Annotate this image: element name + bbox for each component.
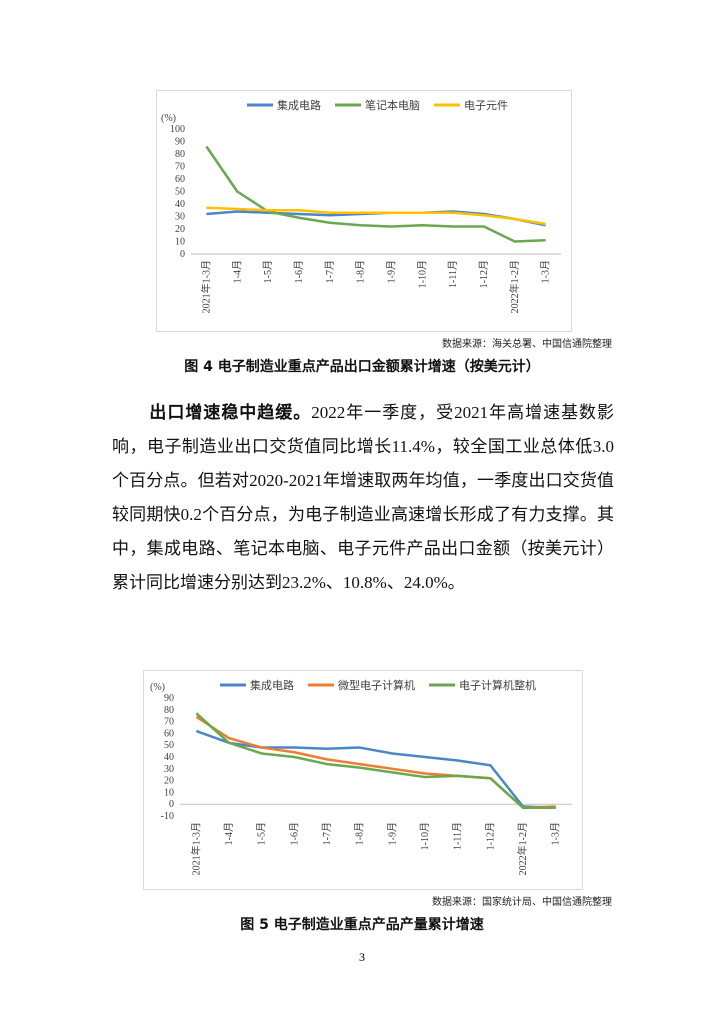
legend-label: 笔记本电脑 xyxy=(365,98,420,112)
x-tick-label: 1-3月 xyxy=(540,260,552,283)
body-text: 2022年一季度，受2021年高增速基数影响，电子制造业出口交货值同比增长11.… xyxy=(112,403,615,592)
caption: 图 5 电子制造业重点产品产量累计增速 xyxy=(240,917,484,933)
y-tick-label: 80 xyxy=(164,705,174,716)
x-tick-label: 1-3月 xyxy=(550,822,562,845)
y-tick-label: 60 xyxy=(175,174,185,185)
y-tick-label: 100 xyxy=(170,124,185,135)
x-tick-label: 1-8月 xyxy=(355,260,367,283)
y-tick-label: 60 xyxy=(164,728,174,739)
legend-label: 电子元件 xyxy=(464,99,508,112)
x-tick-label: 1-6月 xyxy=(288,822,300,845)
y-tick-label: 40 xyxy=(175,199,185,210)
x-tick-label: 2022年1-2月 xyxy=(508,260,521,313)
y-axis-label: (%) xyxy=(161,113,176,124)
series-line xyxy=(195,712,556,809)
series-line xyxy=(205,145,546,243)
legend-label: 集成电路 xyxy=(250,678,294,692)
legend-label: 微型电子计算机 xyxy=(338,678,415,692)
x-tick-label: 1-8月 xyxy=(354,822,366,845)
source: 数据来源：国家统计局、中国信通院整理 xyxy=(432,897,612,908)
series-line xyxy=(206,206,546,226)
x-tick-label: 1-11月 xyxy=(447,260,459,288)
y-tick-label: 90 xyxy=(175,137,185,148)
x-tick-label: 1-12月 xyxy=(478,260,490,288)
lead: 出口增速稳中趋缓。 xyxy=(149,403,312,423)
x-tick-label: 1-9月 xyxy=(386,822,398,845)
x-tick-label: 1-12月 xyxy=(484,822,496,850)
paragraph: 出口增速稳中趋缓。2022年一季度，受2021年高增速基数影响，电子制造业出口交… xyxy=(112,396,614,600)
y-tick-label: 20 xyxy=(175,224,185,235)
caption: 图 4 电子制造业重点产品出口金额累计增速（按美元计） xyxy=(184,359,540,375)
y-axis-label: (%) xyxy=(150,682,165,693)
y-tick-label: 90 xyxy=(164,693,174,704)
series-line xyxy=(195,715,556,809)
x-tick-label: 1-11月 xyxy=(452,822,464,850)
y-tick-label: 0 xyxy=(180,249,185,260)
x-tick-label: 1-5月 xyxy=(256,822,268,845)
y-tick-label: 70 xyxy=(164,717,174,728)
x-tick-label: 1-10月 xyxy=(416,260,428,288)
y-tick-label: 70 xyxy=(175,162,185,173)
x-tick-label: 1-5月 xyxy=(262,260,274,283)
legend-label: 集成电路 xyxy=(277,98,321,112)
x-tick-label: 1-10月 xyxy=(419,822,431,850)
x-tick-label: 2021年1-3月 xyxy=(189,822,202,875)
page-number: 3 xyxy=(359,950,365,964)
x-tick-label: 2021年1-3月 xyxy=(199,260,212,313)
y-tick-label: 10 xyxy=(164,787,174,798)
x-tick-label: 2022年1-2月 xyxy=(516,822,529,875)
y-tick-label: 0 xyxy=(169,799,174,810)
legend-label: 电子计算机整机 xyxy=(459,678,536,692)
y-tick-label: 50 xyxy=(175,187,185,198)
x-tick-label: 1-4月 xyxy=(223,822,235,845)
y-tick-label: 40 xyxy=(164,752,174,763)
y-tick-label: 30 xyxy=(175,212,185,223)
y-tick-label: 30 xyxy=(164,764,174,775)
y-tick-label: 10 xyxy=(175,237,185,248)
y-tick-label: 80 xyxy=(175,149,185,160)
x-tick-label: 1-6月 xyxy=(293,260,305,283)
x-tick-label: 1-9月 xyxy=(385,260,397,283)
y-tick-label: 20 xyxy=(164,776,174,787)
y-tick-label: -10 xyxy=(161,811,174,822)
y-tick-label: 50 xyxy=(164,740,174,751)
x-tick-label: 1-7月 xyxy=(321,822,333,845)
x-tick-label: 1-4月 xyxy=(231,260,243,283)
x-tick-label: 1-7月 xyxy=(324,260,336,283)
source: 数据来源：海关总署、中国信通院整理 xyxy=(442,339,612,350)
